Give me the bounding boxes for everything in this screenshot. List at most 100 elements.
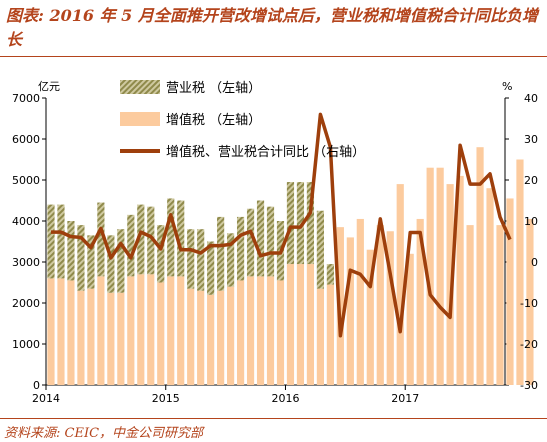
vat-bar [117,292,125,385]
vat-bar [466,225,474,385]
business-tax-bar [296,182,305,265]
title-rule [0,56,547,57]
source-rule [0,418,547,419]
vat-bar [356,218,364,385]
vat-bar [227,286,235,385]
business-tax-bar [127,214,135,277]
business-tax-bar [167,198,175,277]
vat-bar [406,253,414,385]
vat-bar [366,249,374,385]
vat-bar [47,278,55,385]
vat-bar [246,276,255,385]
business-tax-bar [197,229,205,291]
year-tick-label: 2017 [391,392,419,405]
vat-bar [67,280,75,385]
vat-bar [207,294,215,385]
vat-bar [236,280,245,385]
right-unit-label: % [502,80,512,93]
vat-bar [486,188,494,385]
right-tick-label: 20 [524,174,538,187]
vat-bar [436,167,444,385]
vat-bar [376,225,384,385]
vat-bar [346,237,354,385]
legend: 营业税 （左轴） 增值税 （左轴） 增值税、营业税合计同比 （右轴） [120,80,365,160]
vat-bar [97,276,105,385]
business-tax-bar [246,208,255,277]
legend-swatch-business-tax [120,80,160,94]
legend-label-vat: 增值税 （左轴） [166,112,261,128]
business-tax-bar [316,210,324,289]
business-tax-bar [207,241,215,295]
vat-bar [87,288,95,385]
business-tax-bar [187,229,195,289]
vat-bar [456,175,464,385]
business-tax-bar [236,216,245,281]
business-tax-bar [227,233,235,287]
vat-bar [256,276,265,385]
vat-bar [496,225,504,385]
vat-bar [386,231,394,385]
vat-bar [506,198,514,385]
vat-bar [316,288,324,385]
bars [47,147,534,385]
business-tax-bar [87,235,95,289]
vat-bar [127,276,135,385]
business-tax-bar [266,206,275,277]
growth-line [51,112,512,338]
legend-label-growth: 增值税、营业税合计同比 （右轴） [166,144,365,160]
year-tick-label: 2015 [152,392,180,405]
vat-bar [516,159,524,385]
left-unit-label: 亿元 [38,80,60,93]
right-tick-label: -20 [520,338,538,351]
right-tick-label: 40 [524,92,538,105]
business-tax-bar [57,204,65,279]
vat-bar [167,276,175,385]
vat-bar [137,274,145,385]
legend-swatch-vat [120,112,160,126]
vat-bar [306,264,315,385]
business-tax-bar [77,225,85,291]
right-tick-label: 0 [531,256,538,269]
year-tick-label: 2014 [32,392,60,405]
vat-bar [286,264,295,385]
left-tick-label: 5000 [12,174,40,187]
business-tax-bar [256,200,265,277]
vat-bar [426,167,434,385]
right-tick-label: 30 [524,133,538,146]
legend-label-business-tax: 营业税 （左轴） [166,81,261,96]
left-tick-label: 7000 [12,92,40,105]
tick-labels: 0 1000 2000 3000 4000 5000 6000 7000 -30 -20 -10 0 1… [12,92,538,405]
vat-bar [147,274,155,385]
business-tax-bar [137,204,145,275]
vat-bar [396,184,404,385]
business-tax-bar [67,221,75,281]
vat-bar [217,290,225,385]
left-tick-label: 6000 [12,133,40,146]
left-tick-label: 2000 [12,297,40,310]
line-series [51,112,512,338]
business-tax-bar [97,202,105,277]
vat-bar [266,276,275,385]
left-tick-label: 4000 [12,215,40,228]
left-tick-label: 3000 [12,256,40,269]
business-tax-bar [157,225,165,283]
right-tick-label: -30 [520,379,538,392]
business-tax-bar [117,229,125,293]
business-tax-bar [107,235,115,293]
vat-bar [416,218,424,385]
chart-title: 图表: 2016 年 5 月全面推开营改增试点后，营业税和增值税合计同比负增长 [6,6,538,49]
left-tick-label: 1000 [12,338,40,351]
vat-bar [187,288,195,385]
vat-bar [77,290,85,385]
right-tick-label: 10 [524,215,538,228]
business-tax-bar [286,182,295,265]
vat-bar [526,218,534,385]
business-tax-bar [326,264,334,285]
right-tick-label: -10 [520,297,538,310]
vat-bar [57,278,65,385]
left-tick-label: 0 [33,379,40,392]
vat-bar [276,280,285,385]
business-tax-bar [47,204,55,279]
vat-bar [197,290,205,385]
